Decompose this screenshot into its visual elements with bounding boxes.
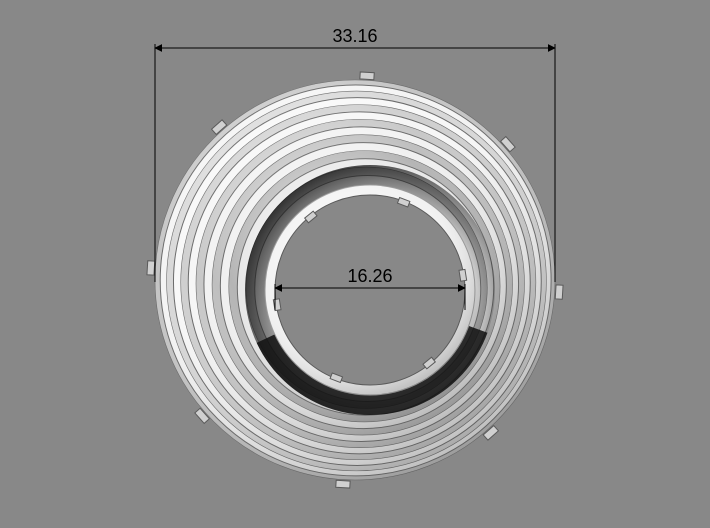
cad-drawing-viewport: 33.16 16.26 — [0, 0, 710, 528]
locking-tab — [336, 480, 350, 488]
locking-tab — [147, 261, 155, 275]
dimension-label: 16.26 — [347, 266, 392, 286]
dimension-label: 33.16 — [332, 26, 377, 46]
inner-bore — [275, 195, 465, 385]
locking-tab — [459, 269, 467, 281]
locking-tab — [273, 299, 281, 311]
locking-tab — [360, 72, 374, 80]
locking-tab — [555, 285, 563, 299]
drawing-svg: 33.16 16.26 — [0, 0, 710, 528]
